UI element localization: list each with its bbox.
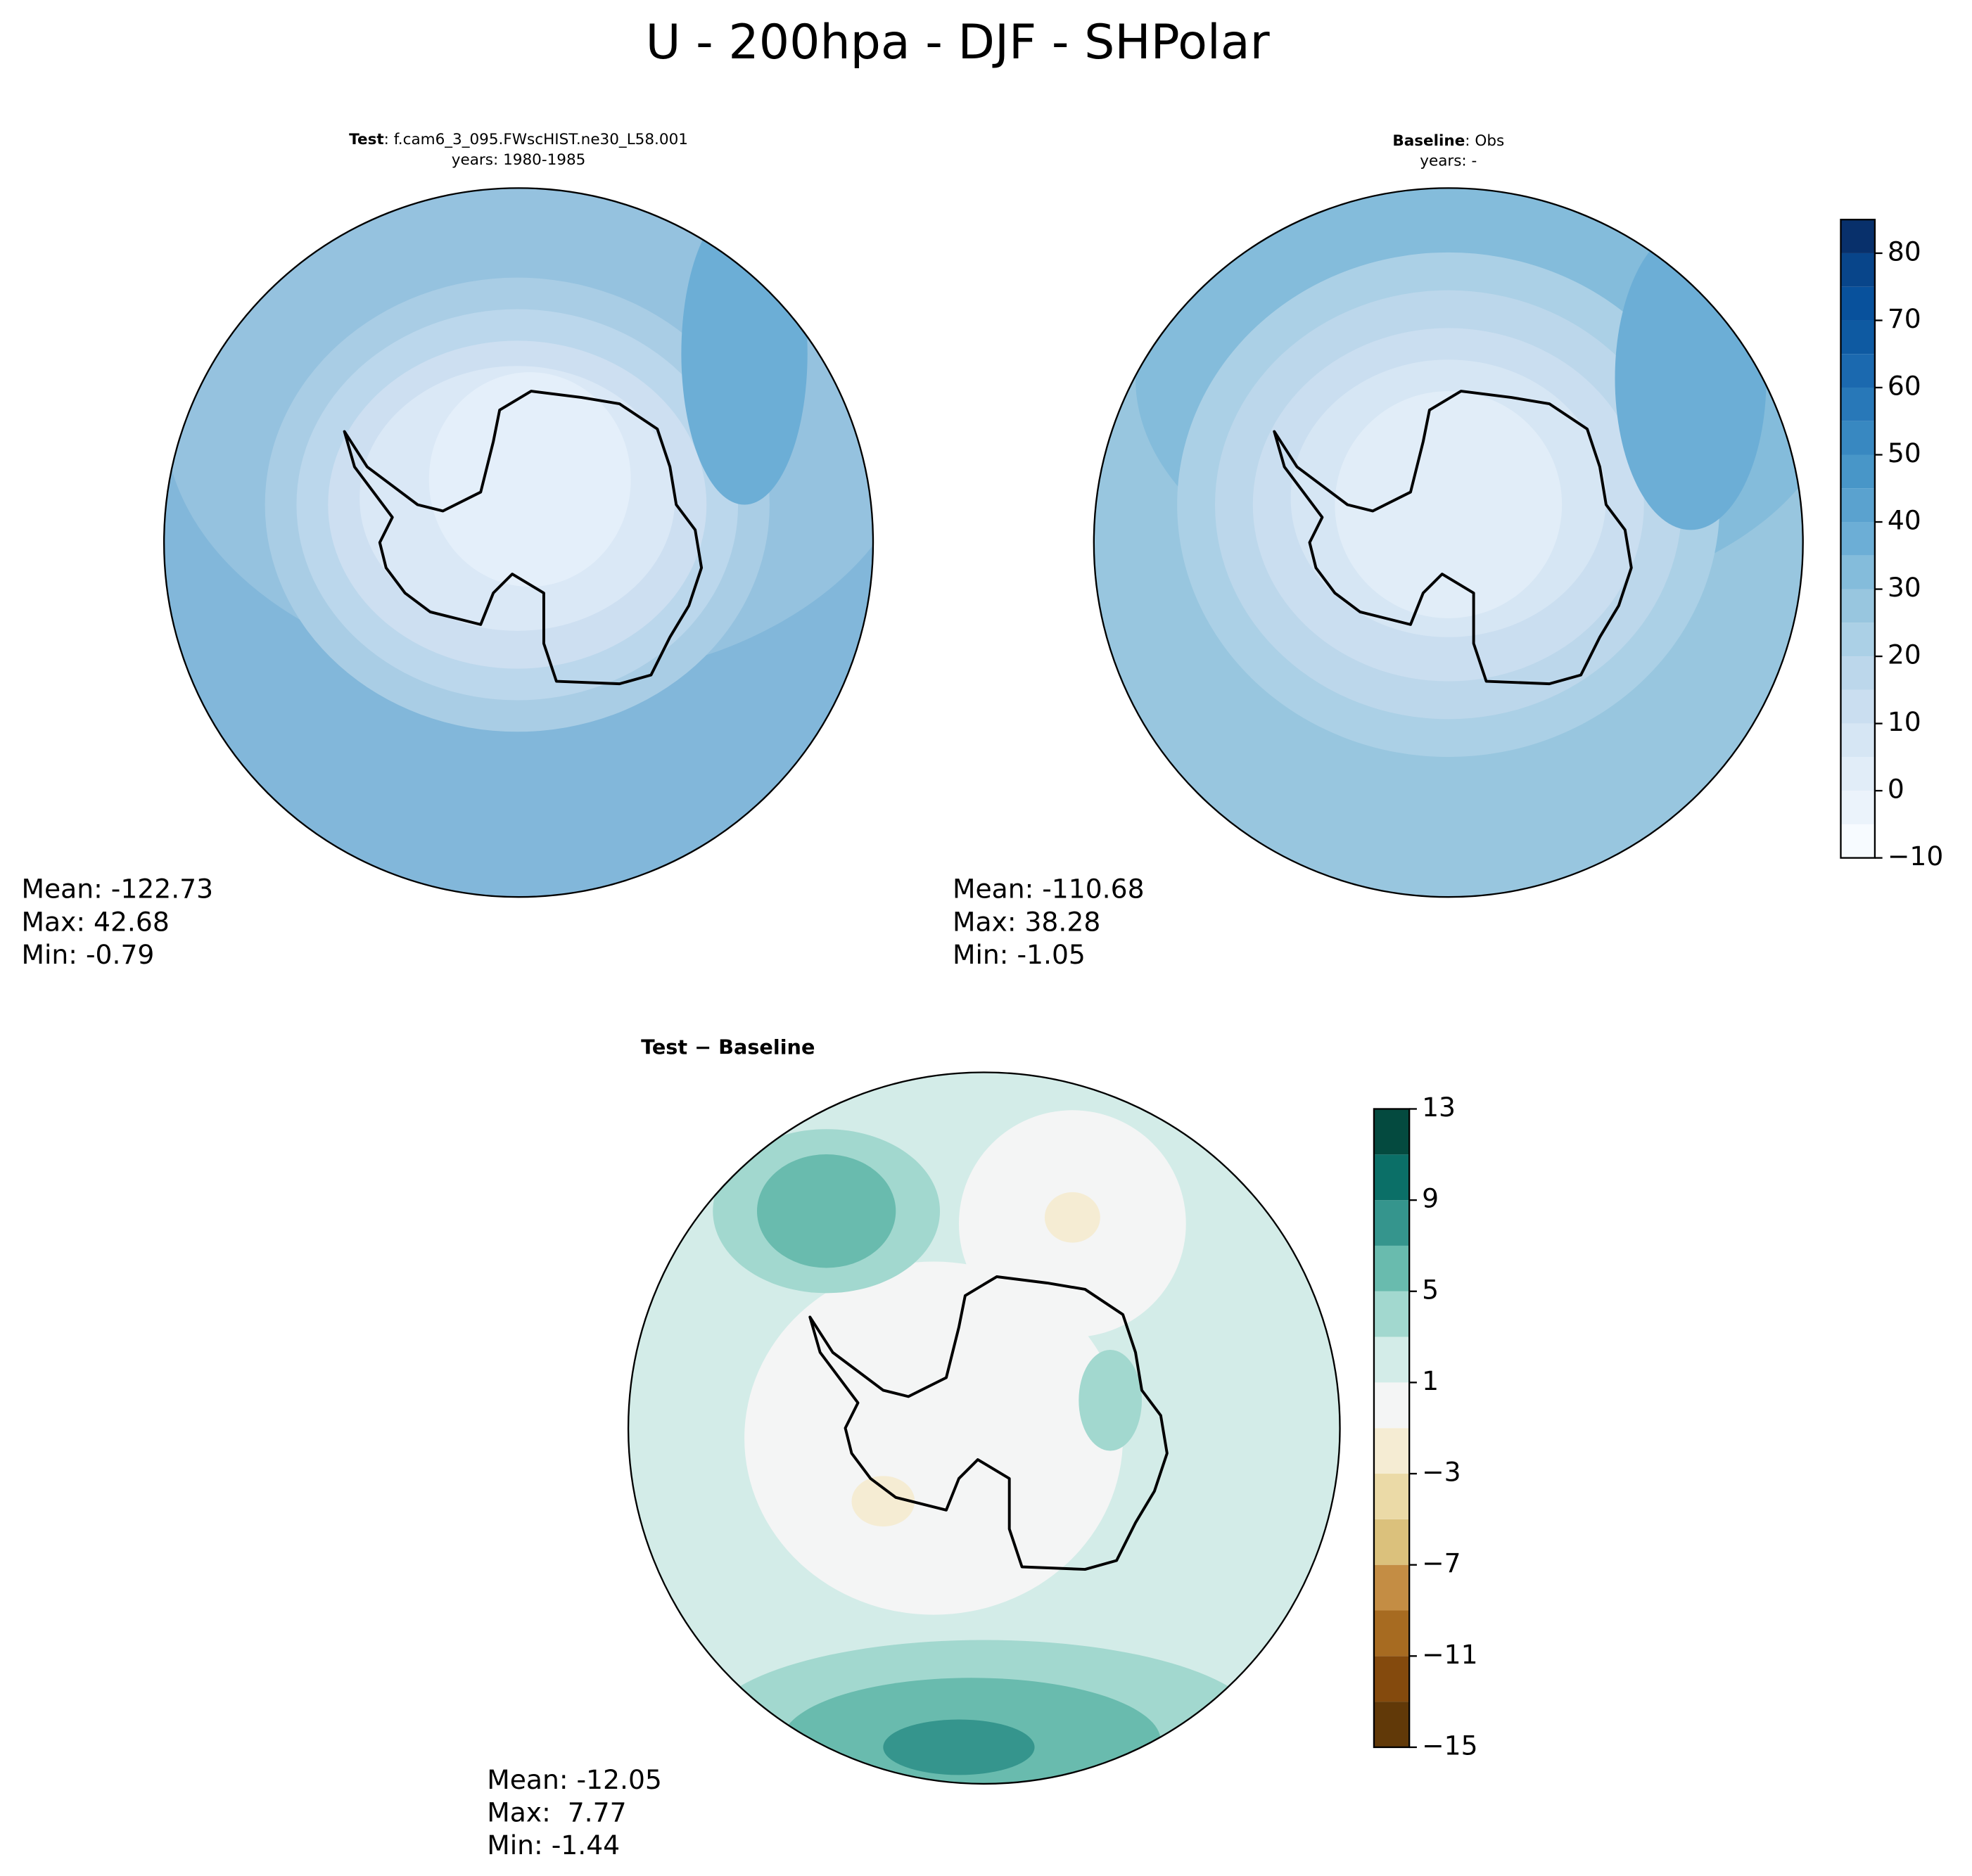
colorbar-band [1373, 1200, 1410, 1246]
colorbar-band [1373, 1656, 1410, 1702]
colorbar-band [1373, 1291, 1410, 1337]
colorbar-band [1373, 1382, 1410, 1429]
colorbar-tick-label: 0 [1888, 774, 1904, 805]
colorbar-tick-label: 5 [1422, 1274, 1439, 1305]
colorbar-tick-label: −10 [1888, 841, 1943, 872]
colorbar-tick-label: −11 [1422, 1639, 1477, 1670]
title-bold: Baseline [1392, 132, 1465, 150]
title-bold: Test − Baseline [641, 1035, 815, 1059]
colorbar-band [1840, 320, 1875, 355]
colorbar-tick-label: 13 [1422, 1092, 1456, 1123]
colorbar-tick-label: 1 [1422, 1365, 1439, 1396]
map-baseline [1093, 187, 1804, 898]
colorbar-band [1840, 791, 1875, 824]
panel-stat: Min: -1.44 [487, 1830, 620, 1861]
colorbar-tick-label: 40 [1888, 505, 1921, 536]
colorbar-tick-label: 70 [1888, 303, 1921, 334]
panel-stat: Min: -0.79 [21, 939, 154, 970]
panel-title: Baseline: Obs [1392, 132, 1504, 150]
colorbar-tick-label: 50 [1888, 438, 1921, 468]
colorbar-band [1840, 656, 1875, 690]
panel-stat: Max: 38.28 [953, 906, 1100, 937]
colorbar-band [1373, 1564, 1410, 1611]
panel-stat: Mean: -122.73 [21, 874, 213, 905]
colorbar-band [1840, 488, 1875, 523]
colorbar-band [1373, 1245, 1410, 1291]
colorbar-band [1373, 1109, 1410, 1155]
colorbar-band [1373, 1474, 1410, 1519]
colorbar-band [1840, 623, 1875, 657]
colorbar-tick-label: 10 [1888, 706, 1921, 737]
colorbar-band [1840, 454, 1875, 489]
colorbar-tick-label: 9 [1422, 1183, 1439, 1214]
colorbar-band [1373, 1519, 1410, 1565]
colorbar-tick-label: 60 [1888, 370, 1921, 401]
colorbar-tick-label: 80 [1888, 236, 1921, 267]
colorbar-band [1840, 421, 1875, 455]
figure-title: U - 200hpa - DJF - SHPolar [646, 15, 1271, 70]
colorbar-tick-label: 20 [1888, 639, 1921, 670]
colorbar-band [1840, 219, 1875, 253]
map-test [163, 187, 874, 898]
colorbar-tick-label: 30 [1888, 572, 1921, 603]
colorbar-band [1840, 354, 1875, 388]
colorbar-frame [1840, 219, 1876, 859]
colorbar-band [1840, 723, 1875, 758]
colorbar-frame [1373, 1108, 1411, 1749]
colorbar-band [1373, 1336, 1410, 1383]
panel-title: Test − Baseline [641, 1035, 815, 1059]
colorbar-band [1840, 522, 1875, 556]
panel-years: years: - [1420, 153, 1477, 170]
colorbar-band [1373, 1154, 1410, 1201]
colorbar-band [1373, 1428, 1410, 1474]
colorbar-band [1373, 1702, 1410, 1747]
panel-stat: Min: -1.05 [953, 939, 1086, 970]
colorbar-band [1840, 286, 1875, 321]
panel-stat: Mean: -12.05 [487, 1764, 662, 1795]
colorbar-band [1840, 589, 1875, 623]
map-difference [627, 1071, 1341, 1785]
title-rest: : Obs [1465, 132, 1504, 150]
colorbar-tick-label: −3 [1422, 1457, 1461, 1488]
panel-title: Test: f.cam6_3_095.FWscHIST.ne30_L58.001 [349, 131, 688, 148]
title-rest: : f.cam6_3_095.FWscHIST.ne30_L58.001 [384, 131, 688, 148]
colorbar-band [1840, 555, 1875, 589]
colorbar-band [1840, 253, 1875, 287]
panel-stat: Max: 42.68 [21, 906, 169, 937]
colorbar-band [1840, 824, 1875, 858]
colorbar-band [1840, 689, 1875, 724]
colorbar-tick-label: −7 [1422, 1548, 1461, 1578]
colorbar-band [1840, 757, 1875, 791]
panel-stat: Max: 7.77 [487, 1797, 626, 1827]
panel-stat: Mean: -110.68 [953, 874, 1145, 905]
colorbar-band [1373, 1610, 1410, 1657]
colorbar-band [1840, 387, 1875, 421]
panel-years: years: 1980-1985 [452, 151, 586, 169]
colorbar-tick-label: −15 [1422, 1730, 1477, 1761]
title-bold: Test [349, 131, 384, 148]
